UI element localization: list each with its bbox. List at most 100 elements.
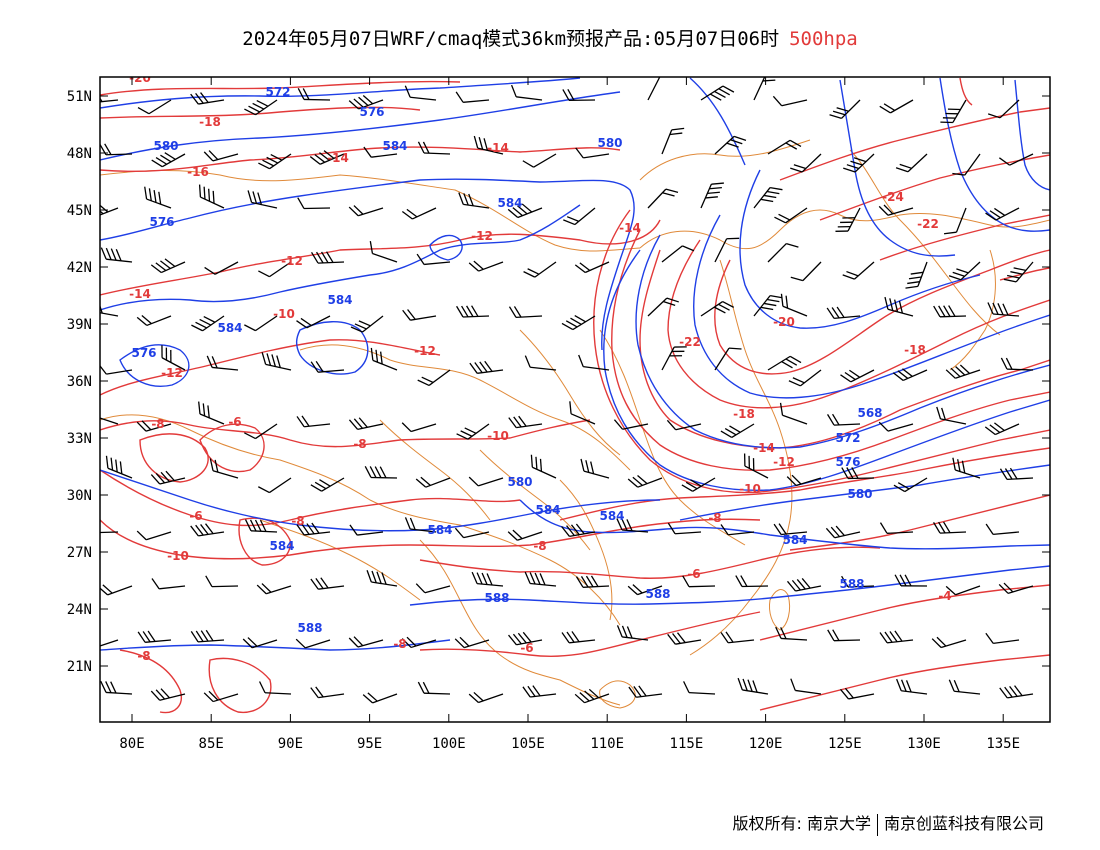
temperature-label: -8 — [708, 511, 721, 525]
copyright-footer: 版权所有: 南京大学 南京创蓝科技有限公司 — [732, 810, 1044, 836]
wind-barb — [454, 527, 490, 539]
temperature-label: -6 — [189, 509, 202, 523]
temperature-label: -12 — [161, 366, 183, 380]
wind-barb — [256, 583, 292, 595]
wind-barb — [753, 294, 783, 317]
wind-barb — [878, 421, 914, 432]
temperature-label: -8 — [393, 637, 406, 651]
wind-barb — [364, 466, 398, 479]
temperature-label: -18 — [904, 343, 926, 357]
y-tick-label: 48N — [67, 146, 92, 162]
wind-barb — [456, 305, 490, 318]
temperature-label: -10 — [739, 482, 761, 496]
temperature-label: -4 — [938, 589, 951, 603]
wind-barb — [661, 245, 695, 263]
wind-barb — [840, 369, 875, 383]
title-level: 500hpa — [789, 28, 858, 50]
temperature-label: -12 — [773, 455, 795, 469]
x-axis: 80E 85E 90E 95E 100E 105E 110E 115E 120E 125E 130E… — [119, 77, 1020, 752]
wind-barb — [295, 638, 331, 649]
wind-barb — [827, 413, 861, 426]
wind-barb — [788, 369, 822, 387]
wind-barb — [1000, 357, 1034, 371]
x-tick-label: 130E — [907, 736, 941, 752]
wind-barb — [985, 207, 1020, 221]
wind-barb — [151, 152, 186, 168]
wind-barb — [296, 315, 331, 329]
wind-barb — [948, 261, 981, 281]
y-tick-label: 42N — [67, 260, 92, 276]
wind-barb — [522, 153, 557, 168]
temperature-contour-labels: -20-18-16-14-14-14-12-12-14-10-12-12-8 -6… — [129, 77, 952, 663]
wind-barb — [401, 422, 437, 433]
wind-barb — [150, 688, 186, 701]
wind-barb — [362, 692, 398, 704]
wind-barb — [454, 636, 490, 649]
wind-barb — [720, 423, 755, 438]
wind-barb — [401, 636, 437, 649]
wind-barb — [468, 476, 504, 487]
y-tick-label: 30N — [67, 488, 92, 504]
wind-barb — [948, 679, 981, 695]
wind-barb — [700, 85, 735, 101]
wind-barb — [417, 141, 451, 155]
wind-barb — [206, 355, 239, 371]
wind-barb — [508, 415, 543, 429]
wind-barb — [563, 207, 596, 226]
wind-barb — [203, 150, 239, 162]
wind-barb — [753, 186, 783, 209]
wind-barb — [297, 197, 331, 210]
height-label: 584 — [217, 321, 242, 335]
wind-barb — [987, 99, 1020, 119]
temperature-contours — [100, 77, 1050, 714]
temperature-label: -14 — [619, 221, 641, 235]
wind-barb — [569, 401, 596, 425]
wind-barb — [661, 127, 685, 155]
wind-barb — [190, 523, 225, 537]
wind-barb — [580, 458, 610, 479]
wind-barb — [780, 293, 808, 317]
temperature-label: -10 — [273, 307, 295, 321]
temperature-label: -12 — [281, 254, 303, 268]
wind-barb — [561, 523, 596, 537]
wind-barb — [931, 636, 967, 649]
wind-barb — [137, 630, 172, 643]
wind-barb — [943, 207, 967, 235]
wind-barb — [415, 583, 451, 594]
wind-barb — [137, 99, 172, 115]
wind-barb — [933, 521, 967, 534]
wind-barb — [191, 315, 225, 332]
wind-barb — [562, 89, 596, 102]
copyright-right: 南京创蓝科技有限公司 — [883, 814, 1044, 833]
wind-barb — [779, 402, 808, 425]
height-label: 584 — [535, 503, 560, 517]
x-tick-label: 125E — [828, 736, 862, 752]
wind-barb — [468, 691, 504, 704]
wind-barb — [561, 631, 596, 644]
wind-barb — [682, 575, 716, 588]
wind-barb — [905, 261, 928, 289]
wind-barb — [998, 582, 1034, 594]
wind-barb — [100, 531, 119, 534]
wind-barb — [310, 577, 345, 590]
wind-barb — [258, 477, 292, 494]
wind-barb — [767, 139, 802, 155]
wind-barb — [884, 296, 914, 317]
copyright-left: 版权所有: 南京大学 — [732, 814, 871, 833]
wind-barb — [100, 203, 119, 218]
y-tick-label: 27N — [67, 545, 92, 561]
x-tick-label: 105E — [511, 736, 545, 752]
wind-barb — [348, 95, 384, 110]
wind-barb — [311, 251, 345, 264]
wind-barb — [370, 347, 398, 371]
wind-barb — [1003, 261, 1034, 283]
wind-barb — [458, 192, 490, 209]
height-label: 584 — [599, 509, 624, 523]
wind-barb — [667, 632, 702, 645]
wind-barb — [839, 687, 875, 700]
height-label: 584 — [382, 139, 407, 153]
wind-barb — [524, 355, 557, 371]
wind-barb — [628, 685, 663, 698]
wind-barb — [510, 84, 543, 101]
